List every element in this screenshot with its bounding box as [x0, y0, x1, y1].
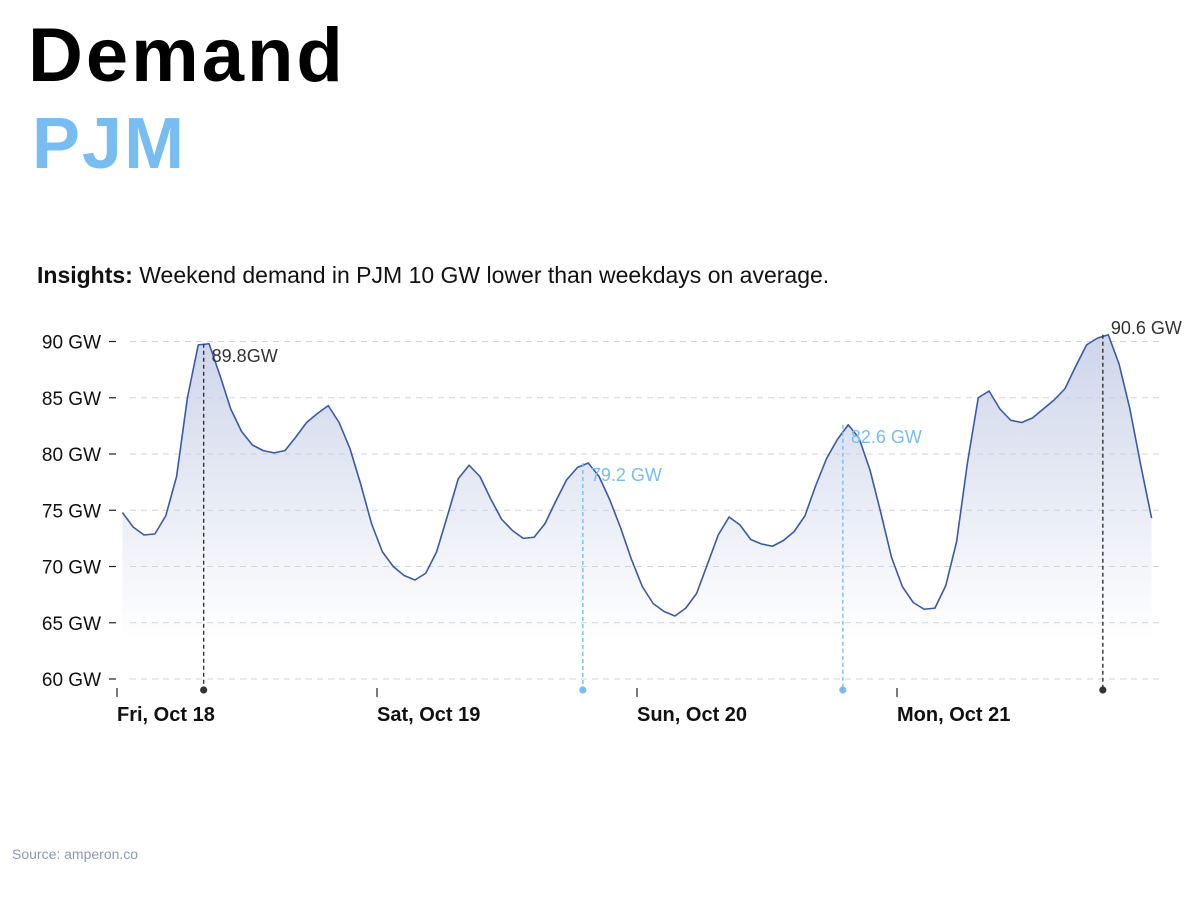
x-day-label: Mon, Oct 21 — [897, 704, 1010, 726]
annotations: 89.8GW 79.2 GW 82.6 GW 90.6 GW — [200, 318, 1182, 694]
peak-label: 79.2 GW — [591, 465, 662, 485]
demand-area — [122, 334, 1152, 640]
x-day-label: Sat, Oct 19 — [377, 704, 480, 726]
y-tick-label: 65 GW — [42, 614, 101, 635]
peak-marker-dot — [200, 686, 208, 694]
source-note: Source: amperon.co — [12, 846, 139, 862]
peak-marker-dot — [839, 686, 847, 694]
page-title: Demand — [28, 13, 346, 98]
demand-line — [121, 333, 1153, 617]
y-tick-label: 60 GW — [42, 670, 101, 691]
page-subtitle: PJM — [32, 104, 187, 184]
insights-text: Insights: Weekend demand in PJM 10 GW lo… — [37, 262, 829, 290]
y-tick-label: 90 GW — [42, 333, 101, 354]
insights-label: Insights: — [37, 262, 133, 288]
x-axis: Fri, Oct 18 Sat, Oct 19 Sun, Oct 20 Mon, Oc… — [116, 688, 1010, 726]
peak-label: 90.6 GW — [1111, 318, 1182, 338]
x-day-label: Sun, Oct 20 — [637, 704, 747, 726]
x-day-label: Fri, Oct 18 — [117, 704, 215, 726]
y-tick-label: 80 GW — [42, 445, 101, 466]
peak-marker-dot — [579, 686, 587, 694]
y-tick-label: 70 GW — [42, 558, 101, 579]
y-axis: 60 GW 65 GW 70 GW 75 GW 80 GW 85 GW 90 GW — [42, 333, 116, 691]
peak-label: 89.8GW — [212, 346, 278, 366]
area-layer — [121, 333, 1153, 640]
y-tick-label: 85 GW — [42, 389, 101, 410]
peak-label: 82.6 GW — [851, 427, 922, 447]
peak-marker-dot — [1099, 686, 1107, 694]
insights-body: Weekend demand in PJM 10 GW lower than w… — [139, 262, 830, 288]
y-tick-label: 75 GW — [42, 501, 101, 522]
